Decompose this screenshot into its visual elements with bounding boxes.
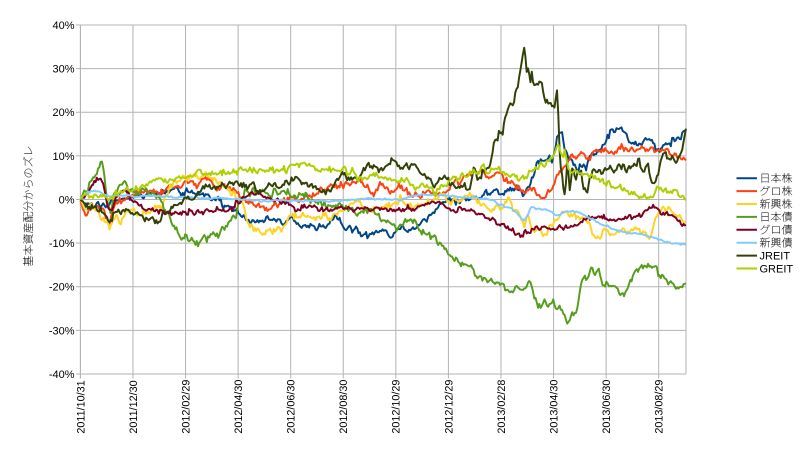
- svg-text:2012/04/30: 2012/04/30: [233, 380, 245, 434]
- svg-text:2012/10/29: 2012/10/29: [391, 380, 403, 434]
- svg-text:-30%: -30%: [49, 325, 75, 337]
- svg-text:2012/02/29: 2012/02/29: [180, 380, 192, 434]
- svg-text:-40%: -40%: [49, 369, 75, 381]
- svg-text:2012/06/30: 2012/06/30: [286, 380, 298, 434]
- svg-text:30%: 30%: [52, 64, 74, 76]
- svg-text:2012/12/29: 2012/12/29: [443, 380, 455, 434]
- svg-text:-10%: -10%: [49, 238, 75, 250]
- svg-text:20%: 20%: [52, 107, 74, 119]
- svg-text:-20%: -20%: [49, 282, 75, 294]
- svg-text:2013/02/28: 2013/02/28: [496, 380, 508, 434]
- svg-text:10%: 10%: [52, 151, 74, 163]
- svg-text:2011/10/31: 2011/10/31: [75, 380, 87, 433]
- svg-text:JREIT: JREIT: [760, 251, 791, 263]
- svg-text:2011/12/30: 2011/12/30: [128, 380, 140, 433]
- svg-text:2013/08/29: 2013/08/29: [654, 380, 666, 434]
- svg-text:2012/08/30: 2012/08/30: [338, 380, 350, 434]
- svg-text:0%: 0%: [59, 194, 75, 206]
- svg-text:40%: 40%: [52, 20, 74, 32]
- svg-text:2013/06/30: 2013/06/30: [601, 380, 613, 434]
- svg-text:GREIT: GREIT: [760, 263, 794, 275]
- svg-text:2013/04/30: 2013/04/30: [548, 380, 560, 434]
